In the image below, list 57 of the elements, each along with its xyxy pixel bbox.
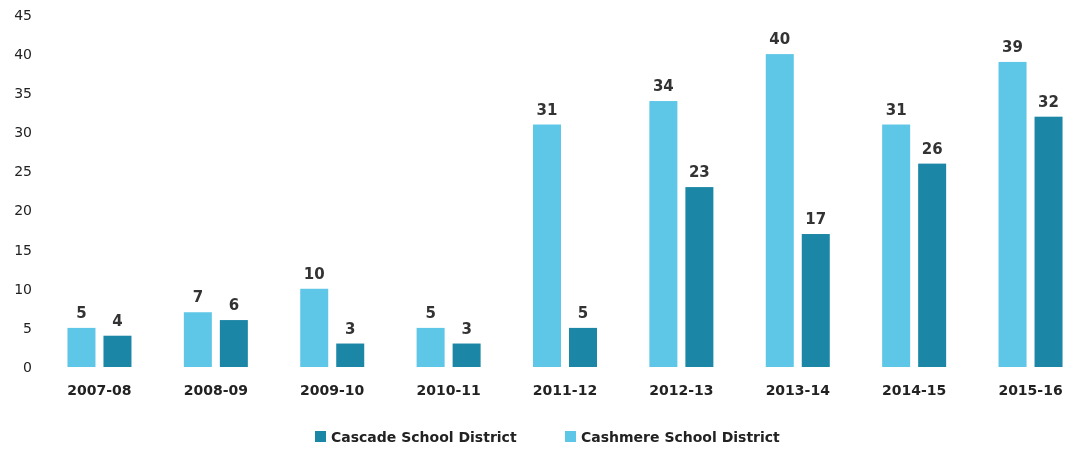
data-label: 3 (461, 319, 472, 338)
bar (452, 343, 481, 367)
x-tick-label: 2015-16 (998, 382, 1063, 398)
data-label: 26 (921, 139, 943, 158)
bar (219, 320, 248, 367)
bar (416, 327, 445, 367)
y-tick-label: 45 (14, 6, 32, 23)
data-label: 32 (1038, 92, 1059, 111)
bar (882, 124, 911, 367)
data-label: 5 (577, 303, 589, 322)
bar (801, 234, 830, 367)
y-tick-label: 0 (23, 358, 32, 375)
bar (183, 312, 212, 367)
data-label: 10 (303, 264, 325, 283)
x-tick-label: 2013-14 (765, 382, 831, 398)
y-tick-label: 10 (14, 280, 32, 297)
bar (300, 288, 329, 367)
x-tick-label: 2012-13 (649, 382, 714, 398)
data-label: 17 (805, 210, 827, 229)
x-tick-label: 2014-15 (882, 382, 947, 398)
y-tick-label: 20 (14, 202, 32, 219)
data-label: 7 (192, 288, 204, 307)
data-label: 31 (885, 100, 907, 119)
data-label: 5 (76, 303, 87, 322)
data-label: 31 (536, 100, 558, 119)
bar (649, 101, 678, 367)
bar (765, 54, 794, 367)
y-tick-label: 40 (14, 46, 32, 63)
legend-label: Cashmere School District (581, 428, 781, 445)
y-tick-label: 30 (14, 124, 32, 141)
x-tick-label: 2010-11 (416, 382, 481, 398)
data-label: 34 (652, 77, 674, 96)
data-label: 3 (345, 319, 356, 338)
bar (336, 343, 365, 367)
data-label: 39 (1002, 37, 1023, 56)
data-label: 23 (688, 163, 710, 182)
x-tick-label: 2011-12 (532, 382, 598, 398)
data-label: 40 (769, 30, 791, 49)
data-label: 5 (425, 303, 436, 322)
y-tick-label: 15 (14, 241, 32, 258)
y-tick-label: 5 (23, 319, 32, 336)
bar (918, 163, 947, 367)
y-tick-label: 25 (14, 163, 32, 180)
bar (685, 187, 714, 367)
bar (67, 327, 96, 367)
y-tick-label: 35 (14, 85, 32, 102)
bar (1034, 116, 1063, 367)
bar (533, 124, 561, 367)
x-tick-label: 2009-10 (300, 382, 365, 398)
x-tick-label: 2007-08 (67, 382, 132, 398)
bar (569, 327, 597, 367)
x-tick-label: 2008-09 (183, 382, 248, 398)
bar (103, 335, 132, 367)
legend-label: Cascade School District (331, 428, 517, 445)
bar (998, 61, 1027, 367)
data-label: 6 (228, 296, 240, 315)
data-label: 4 (112, 311, 123, 330)
